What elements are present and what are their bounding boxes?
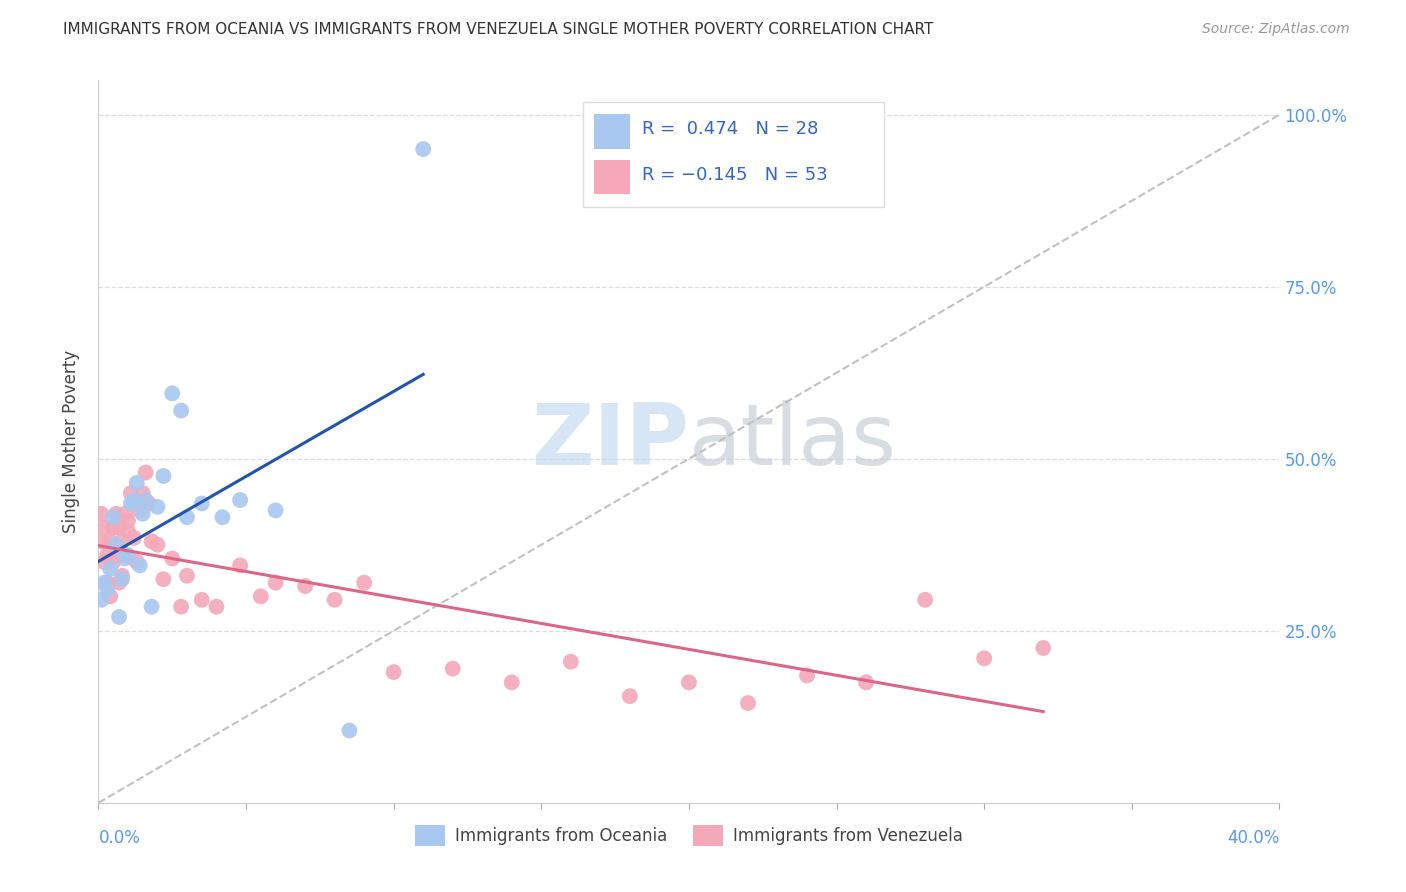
Point [98,562,121,576]
Text: atlas: atlas [689,400,897,483]
Point [146,500,169,514]
Point [737,696,759,710]
Point [128,558,150,573]
Point [441,662,464,676]
Point [152,572,174,586]
Point [111,572,134,586]
Point [108,610,131,624]
Point [1032,640,1054,655]
Legend: Immigrants from Oceania, Immigrants from Venezuela: Immigrants from Oceania, Immigrants from… [409,819,969,852]
Point [128,503,150,517]
Point [105,507,128,521]
Point [229,493,252,508]
Point [96,548,118,562]
Point [855,675,877,690]
Point [132,486,155,500]
Point [103,520,125,534]
Text: Source: ZipAtlas.com: Source: ZipAtlas.com [1202,22,1350,37]
Point [98,590,121,604]
Text: R = −0.145   N = 53: R = −0.145 N = 53 [641,166,828,184]
Point [132,507,155,521]
Point [125,475,148,490]
Point [103,555,125,569]
Point [205,599,228,614]
Point [560,655,582,669]
Point [264,503,287,517]
Point [162,386,183,401]
Point [114,551,136,566]
Point [105,538,128,552]
Point [141,534,163,549]
Point [90,507,112,521]
Text: 0.0%: 0.0% [98,829,141,847]
Point [323,592,346,607]
Point [339,723,361,738]
Point [353,575,375,590]
Point [93,520,115,534]
Point [796,668,818,682]
Point [96,582,118,597]
Point [264,575,287,590]
Point [103,510,125,524]
Point [96,575,118,590]
Point [162,551,183,566]
Text: IMMIGRANTS FROM OCEANIA VS IMMIGRANTS FROM VENEZUELA SINGLE MOTHER POVERTY CORRE: IMMIGRANTS FROM OCEANIA VS IMMIGRANTS FR… [63,22,934,37]
Point [152,469,174,483]
Point [229,558,252,573]
FancyBboxPatch shape [582,102,884,207]
Text: R =  0.474   N = 28: R = 0.474 N = 28 [641,120,818,138]
Point [191,496,214,510]
Point [412,142,434,156]
Point [170,403,193,417]
Point [117,524,139,538]
Point [294,579,316,593]
Point [170,599,193,614]
Point [973,651,995,665]
Point [120,496,142,510]
Point [146,538,169,552]
Point [619,689,641,703]
Point [211,510,233,524]
Point [191,592,214,607]
Point [122,493,145,508]
Point [93,555,115,569]
Point [122,531,145,545]
Point [678,675,700,690]
Point [501,675,523,690]
Y-axis label: Single Mother Poverty: Single Mother Poverty [62,350,80,533]
Point [90,592,112,607]
Point [176,568,198,582]
Point [141,599,163,614]
Point [250,590,273,604]
Point [382,665,405,679]
Point [111,568,134,582]
Point [135,493,157,508]
Point [98,534,121,549]
Text: 40.0%: 40.0% [1227,829,1279,847]
Point [111,534,134,549]
Point [105,548,128,562]
Point [114,507,136,521]
Point [108,575,131,590]
Point [914,592,936,607]
Point [120,486,142,500]
Bar [595,114,630,149]
Point [125,555,148,569]
Point [176,510,198,524]
Point [93,575,115,590]
Point [117,548,139,562]
Point [117,514,139,528]
Text: ZIP: ZIP [531,400,689,483]
Point [114,548,136,562]
Point [138,496,160,510]
Point [135,466,157,480]
Point [108,520,131,534]
Bar [595,160,630,194]
Point [90,534,112,549]
